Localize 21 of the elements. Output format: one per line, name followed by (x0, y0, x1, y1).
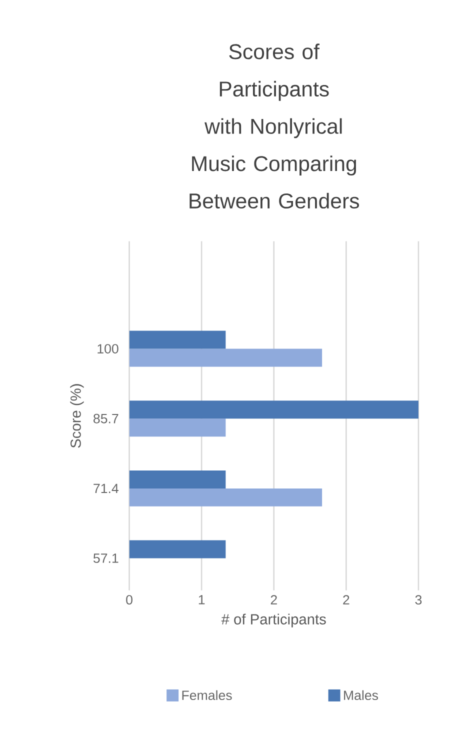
bar (129, 400, 419, 419)
chart-title: Scores of Participants with Nonlyrical Music Comparing Between Genders (190, 44, 360, 209)
bar (129, 540, 226, 558)
bar (129, 488, 322, 506)
bar (129, 470, 226, 488)
x-tick-label: 3 (415, 595, 422, 605)
x-tick-label: 2 (270, 595, 278, 604)
y-axis-title: Score (%) (70, 384, 84, 448)
bar (129, 418, 226, 437)
x-axis-title: # of Participants (221, 614, 326, 628)
x-tick-label: 2 (343, 595, 350, 604)
bar (129, 330, 226, 349)
x-tick-label: 1 (199, 595, 205, 604)
y-tick-label: 100 (98, 344, 118, 354)
y-tick-label: 71.4 (94, 484, 119, 494)
y-tick-label: 57.1 (94, 554, 118, 563)
legend-label: Females (182, 690, 232, 700)
legend-label: Males (344, 690, 378, 700)
bar (129, 348, 322, 367)
y-tick-label: 85.7 (94, 414, 118, 424)
x-tick-label: 0 (126, 595, 133, 605)
